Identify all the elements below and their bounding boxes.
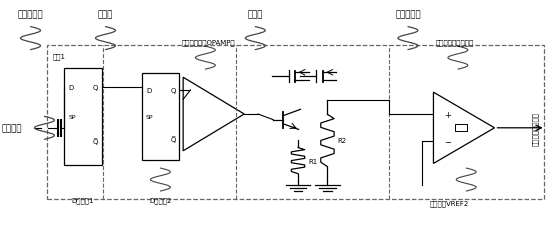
Text: 参考时钟: 参考时钟 — [2, 124, 22, 133]
Text: D触发器1: D触发器1 — [72, 196, 94, 203]
Text: Q: Q — [170, 88, 176, 94]
Text: Q̅: Q̅ — [93, 137, 98, 144]
Text: −: − — [443, 137, 451, 146]
Text: D: D — [68, 85, 73, 91]
Text: 参考电压VREF2: 参考电压VREF2 — [430, 199, 469, 206]
Text: 带磁滞功能的比较器: 带磁滞功能的比较器 — [436, 39, 474, 46]
Text: SP: SP — [68, 114, 76, 119]
Text: 参考时钟状态信号: 参考时钟状态信号 — [532, 111, 539, 145]
Text: R2: R2 — [337, 138, 346, 144]
Text: 转换级: 转换级 — [248, 10, 263, 19]
Text: Q̅: Q̅ — [170, 135, 176, 142]
Text: Q: Q — [93, 85, 98, 91]
Bar — [47, 46, 544, 199]
Bar — [142, 73, 179, 160]
Text: +: + — [444, 110, 451, 119]
Text: R1: R1 — [308, 158, 317, 164]
Text: 比较输出级: 比较输出级 — [395, 10, 421, 19]
Text: 交流耦合级: 交流耦合级 — [18, 10, 43, 19]
Text: SP: SP — [146, 114, 154, 119]
Text: D: D — [146, 88, 151, 94]
Bar — [455, 125, 467, 132]
Text: 电容1: 电容1 — [53, 53, 66, 60]
Text: D触发器2: D触发器2 — [149, 196, 171, 203]
Text: 运算放大器（OPAMP）: 运算放大器（OPAMP） — [181, 39, 235, 46]
Bar — [64, 69, 102, 165]
Text: 分频级: 分频级 — [98, 10, 113, 19]
